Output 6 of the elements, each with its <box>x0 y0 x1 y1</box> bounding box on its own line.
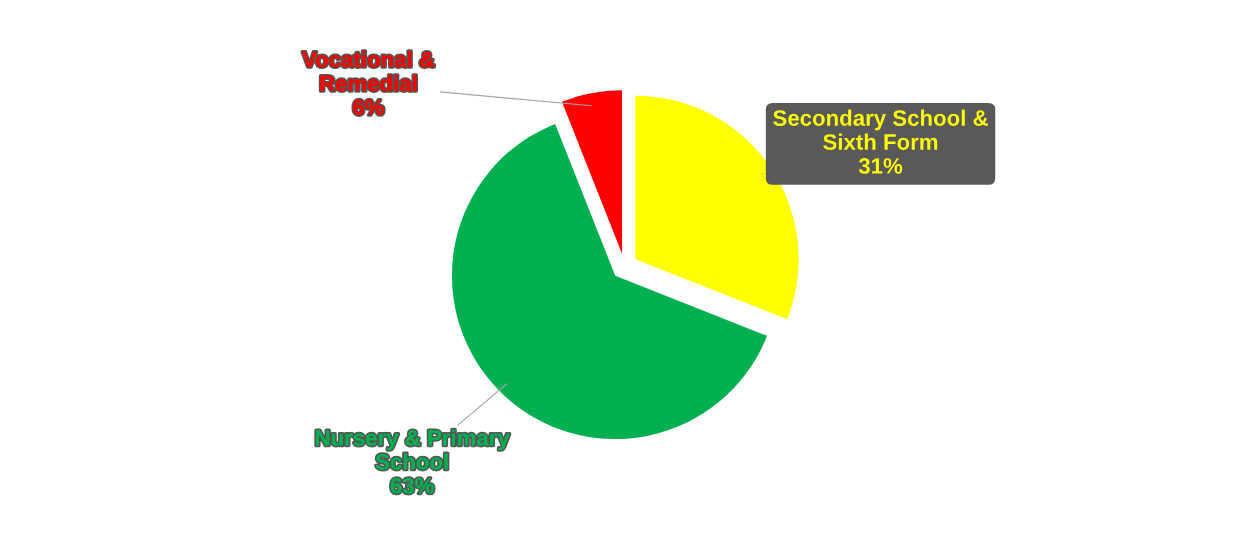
data-label: 63% <box>390 477 434 494</box>
slice-label: Nursery & Primary School <box>316 429 510 470</box>
data-label: 6% <box>353 99 384 116</box>
slice-label: Secondary School & Sixth Form <box>773 109 988 150</box>
data-label: 31% <box>858 158 903 174</box>
slice-label: Vocational & Remedial <box>302 50 435 92</box>
